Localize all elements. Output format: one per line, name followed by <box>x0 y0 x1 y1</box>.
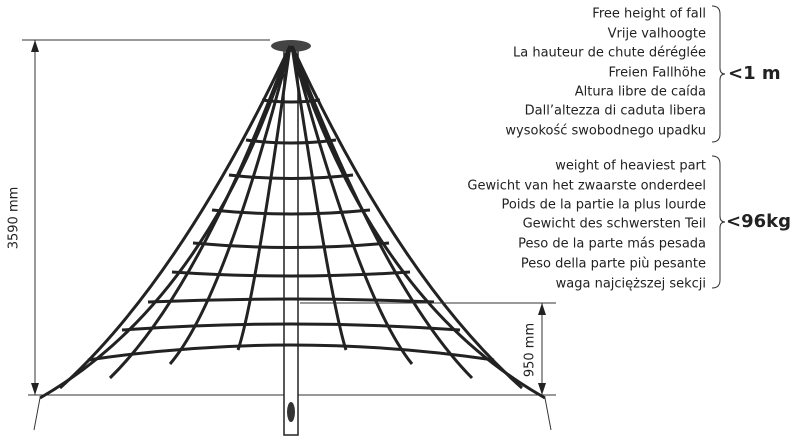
label: La hauteur de chute déréglée <box>513 46 706 61</box>
platform-height: 950 mm <box>523 323 538 377</box>
label: Dall’altezza di caduta libera <box>525 104 706 119</box>
label: Poids de la partie la plus lourde <box>502 198 706 213</box>
label: Free height of fall <box>592 7 706 22</box>
label: weight of heaviest part <box>555 159 706 174</box>
weight-labels: weight of heaviest part Gewicht van het … <box>467 159 706 292</box>
label: Peso della parte più pesante <box>521 257 706 272</box>
label: Gewicht van het zwaarste onderdeel <box>467 179 706 194</box>
diagram: 3590 mm 950 mm Free height of fall Vrije… <box>0 0 801 437</box>
label: Peso de la parte más pesada <box>518 237 706 252</box>
label: Freien Fallhöhe <box>609 66 706 81</box>
net-structure <box>28 40 556 435</box>
fall-height-value: <1 m <box>728 63 781 84</box>
label: waga najcięższej sekcji <box>556 277 706 292</box>
label: wysokość swobodnego upadku <box>505 124 706 139</box>
label: Vrije valhoogte <box>608 27 706 42</box>
fall-height-labels: Free height of fall Vrije valhoogte La h… <box>505 7 706 139</box>
label: Gewicht des schwersten Teil <box>523 217 706 232</box>
label: Altura libre de caída <box>575 85 706 100</box>
total-height: 3590 mm <box>7 187 22 250</box>
weight-value: <96kg <box>726 211 791 232</box>
